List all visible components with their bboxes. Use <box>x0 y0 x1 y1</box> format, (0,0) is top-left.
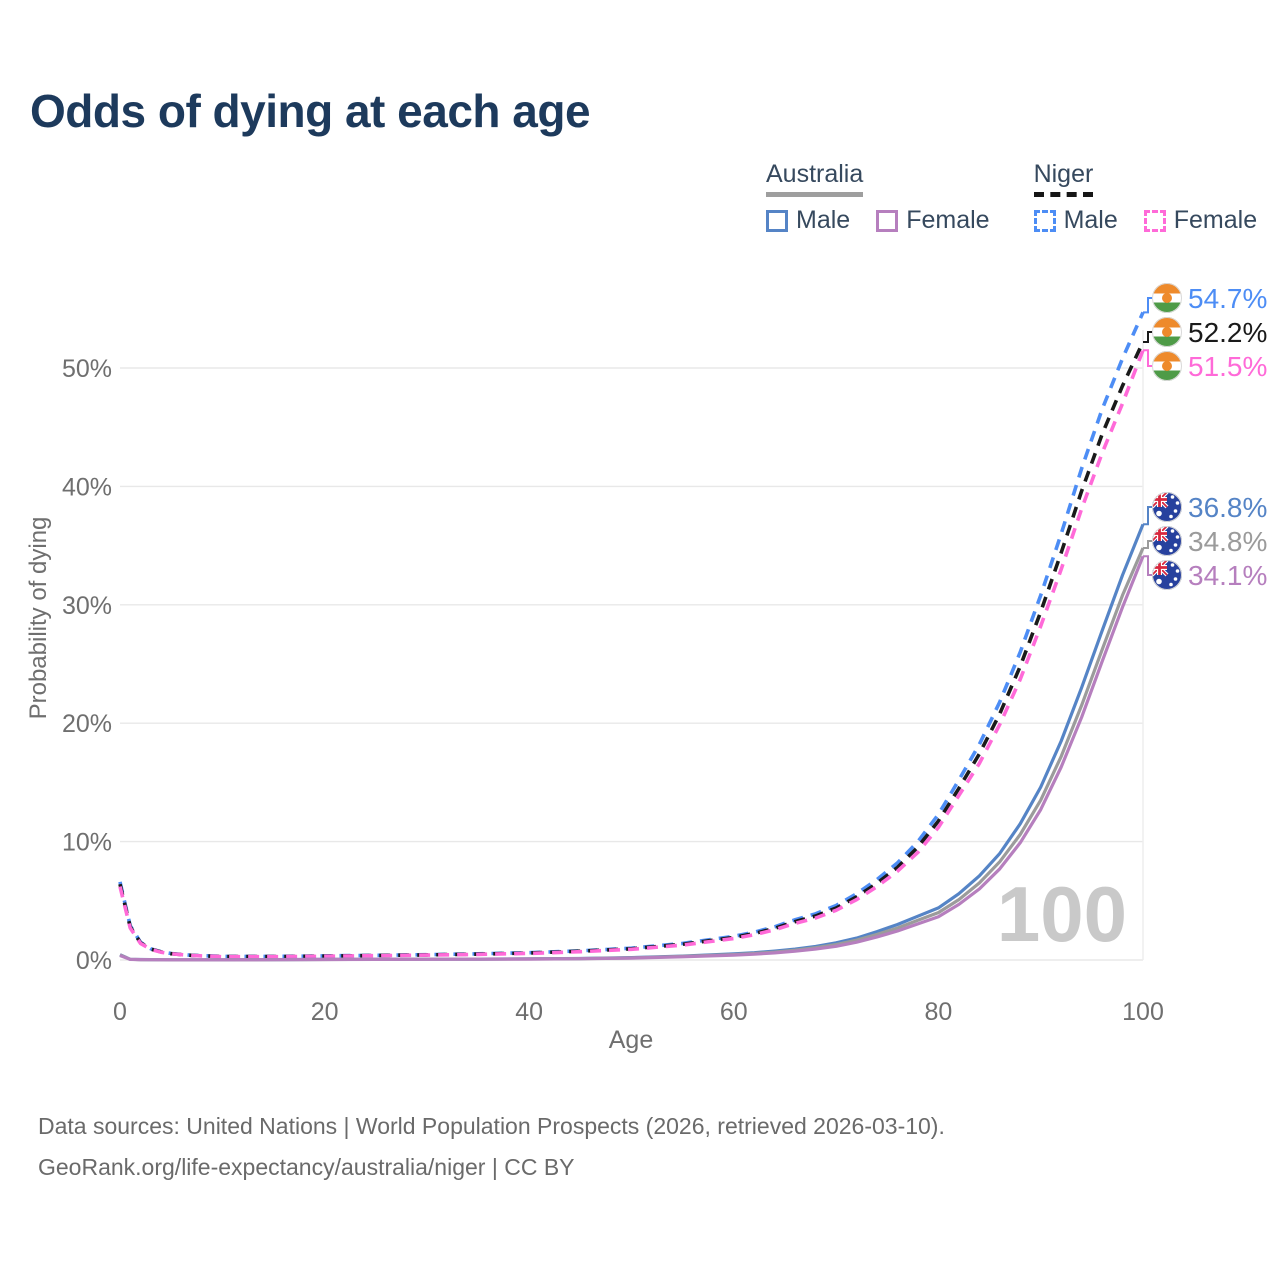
flag-ring <box>1152 283 1182 313</box>
label-connector-niger-both <box>1143 331 1152 343</box>
flag-icon-niger <box>1152 283 1182 313</box>
label-connector-australia-both <box>1143 540 1152 549</box>
legend: Australia Male Female Niger Male Female <box>766 160 1257 235</box>
y-tick-label: 20% <box>62 710 112 738</box>
end-labels: 54.7%52.2%51.5% 36.8%34.8%34.1% <box>1143 283 1267 591</box>
page-title: Odds of dying at each age <box>30 85 591 137</box>
flag-ring <box>1152 317 1182 347</box>
legend-item-australia-female[interactable]: Female <box>876 206 990 235</box>
line-australia-female <box>119 555 1145 962</box>
flag-ring <box>1152 492 1182 522</box>
label-connector-australia-male <box>1143 506 1152 526</box>
legend-group-australia: Australia Male Female <box>766 160 990 235</box>
legend-item-label: Male <box>796 206 851 234</box>
legend-item-label: Female <box>1173 206 1258 234</box>
x-axis-title: Age <box>609 1026 653 1054</box>
line-niger-male <box>118 311 1145 959</box>
legend-item-label: Male <box>1063 206 1118 234</box>
end-value-label-australia-both: 34.8% <box>1188 526 1267 557</box>
flag-icon-niger <box>1152 351 1182 381</box>
x-tick-label: 100 <box>1122 998 1164 1026</box>
legend-country-niger: Niger <box>1033 160 1094 197</box>
y-tick-label: 50% <box>62 355 112 383</box>
footer-line1: Data sources: United Nations | World Pop… <box>38 1113 945 1139</box>
legend-item-australia-male[interactable]: Male <box>766 206 850 235</box>
legend-item-niger-male[interactable]: Male <box>1033 206 1118 235</box>
legend-items-niger: Male Female <box>1033 206 1258 235</box>
age-watermark: 100 <box>997 870 1127 958</box>
legend-swatch <box>876 209 899 232</box>
gridlines <box>120 330 1144 961</box>
legend-items-australia: Male Female <box>766 206 990 235</box>
axis-ticks: 0% 10% 20% 30% 40% 50% 0 20 40 60 80 100 <box>62 355 1164 1026</box>
legend-swatch <box>1033 209 1056 232</box>
line-niger-female <box>118 349 1145 959</box>
y-tick-label: 40% <box>62 473 112 501</box>
flag-ring <box>1152 351 1182 381</box>
legend-country-australia: Australia <box>766 160 864 197</box>
x-tick-label: 20 <box>311 998 339 1026</box>
end-value-label-niger-female: 51.5% <box>1188 351 1267 382</box>
flag-ring <box>1152 560 1182 590</box>
label-connector-australia-female <box>1143 555 1152 576</box>
line-australia-both <box>119 547 1145 962</box>
data-sources: Data sources: United Nations | World Pop… <box>38 1106 945 1188</box>
end-value-label-australia-female: 34.1% <box>1188 560 1267 591</box>
x-tick-label: 80 <box>924 998 952 1026</box>
flag-ring <box>1152 526 1182 556</box>
legend-item-niger-female[interactable]: Female <box>1143 206 1258 235</box>
legend-group-niger: Niger Male Female <box>1033 160 1258 235</box>
y-tick-label: 30% <box>62 592 112 620</box>
y-tick-label: 10% <box>62 829 112 857</box>
x-tick-label: 0 <box>113 998 127 1026</box>
x-tick-label: 60 <box>720 998 748 1026</box>
end-value-label-australia-male: 36.8% <box>1188 492 1267 523</box>
y-axis-title: Probability of dying <box>25 517 52 720</box>
end-value-label-niger-male: 54.7% <box>1188 283 1267 314</box>
label-connector-niger-female <box>1143 349 1152 367</box>
end-value-label-niger-both: 52.2% <box>1188 317 1267 348</box>
x-tick-label: 40 <box>515 998 543 1026</box>
label-connector-niger-male <box>1143 297 1152 314</box>
footer-line2: GeoRank.org/life-expectancy/australia/ni… <box>38 1154 575 1180</box>
legend-swatch <box>766 209 788 232</box>
series-lines <box>118 311 1145 962</box>
legend-item-label: Female <box>906 206 990 234</box>
y-tick-label: 0% <box>76 947 112 975</box>
legend-swatch <box>1143 209 1166 232</box>
flag-icon-niger <box>1152 317 1182 347</box>
